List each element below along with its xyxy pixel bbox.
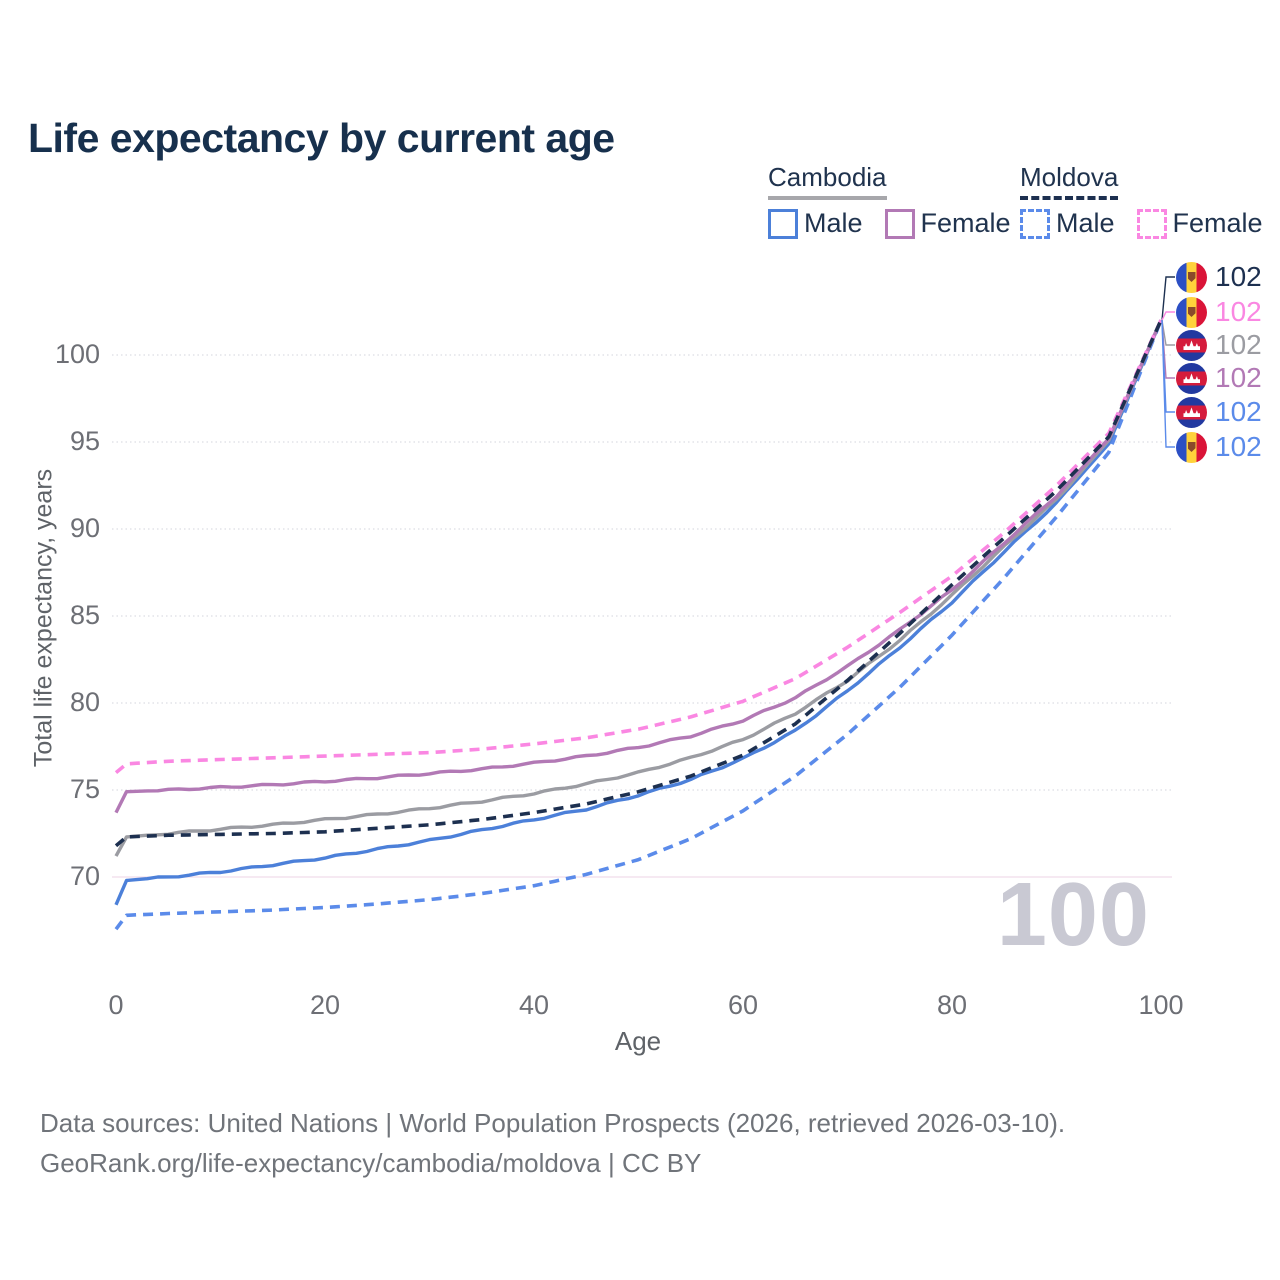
y-tick-label-80: 80 — [69, 687, 100, 717]
endpoint-value: 102 — [1215, 296, 1262, 327]
y-tick-label-70: 70 — [69, 861, 100, 891]
x-tick-label-60: 60 — [727, 990, 759, 1020]
y-tick-label-95: 95 — [69, 426, 100, 456]
endpoint-label-row-1: 102 — [1176, 296, 1262, 328]
legend-chip-moldova-female[interactable] — [1136, 208, 1167, 239]
endpoint-label-row-0: 102 — [1176, 261, 1262, 293]
cambodia-flag-icon — [1176, 396, 1207, 428]
x-tick-label-40: 40 — [518, 990, 550, 1020]
series-line-moldova-male — [114, 319, 1163, 931]
series-line-moldova-female — [114, 319, 1163, 774]
x-tick-label-20: 20 — [309, 990, 341, 1020]
moldova-flag-icon — [1176, 431, 1207, 463]
x-tick-label-0: 0 — [108, 990, 124, 1020]
endpoint-label-row-3: 102 — [1176, 362, 1262, 394]
endpoint-value: 102 — [1215, 431, 1262, 462]
y-tick-label-100: 100 — [54, 339, 100, 369]
legend-label-moldova-male[interactable]: Male — [1056, 208, 1115, 238]
series-line-cambodia-female — [114, 319, 1163, 814]
series-line-moldova-both — [114, 319, 1163, 848]
chart-title: Life expectancy by current age — [28, 115, 615, 162]
legend-label-moldova-female[interactable]: Female — [1172, 208, 1263, 238]
endpoint-label-row-5: 102 — [1176, 431, 1262, 463]
x-tick-label-100: 100 — [1138, 990, 1184, 1020]
x-axis-title: Age — [614, 1026, 662, 1056]
legend-chips-cambodia: Male Female — [768, 208, 1033, 239]
moldova-flag-icon — [1176, 296, 1207, 328]
endpoint-value: 102 — [1215, 261, 1262, 292]
legend-label-cambodia-female[interactable]: Female — [920, 208, 1011, 238]
legend-chip-cambodia-female[interactable] — [884, 208, 915, 239]
cambodia-flag-icon — [1176, 362, 1207, 394]
endpoint-value: 102 — [1215, 396, 1262, 427]
legend-country-moldova[interactable]: Moldova — [1020, 162, 1119, 200]
legend-chip-moldova-male[interactable] — [1020, 208, 1050, 239]
age-frame-watermark: 100 — [996, 865, 1150, 965]
y-tick-label-85: 85 — [69, 600, 100, 630]
endpoint-value: 102 — [1215, 329, 1262, 360]
legend-group-cambodia: Cambodia Male Female — [768, 162, 1033, 239]
y-tick-label-75: 75 — [69, 774, 100, 804]
legend-chip-cambodia-male[interactable] — [768, 208, 798, 239]
footer-attribution: GeoRank.org/life-expectancy/cambodia/mol… — [40, 1148, 702, 1178]
endpoint-connector-0 — [1161, 276, 1175, 321]
series-line-cambodia-male — [114, 319, 1163, 906]
cambodia-flag-icon — [1176, 329, 1207, 361]
endpoint-connector-5 — [1161, 320, 1175, 448]
legend-label-cambodia-male[interactable]: Male — [804, 208, 863, 238]
y-tick-label-90: 90 — [69, 513, 100, 543]
legend-group-moldova: Moldova Male Female — [1020, 162, 1280, 239]
endpoint-connector-2 — [1161, 320, 1175, 346]
series-line-cambodia-both — [114, 319, 1163, 857]
footer-data-sources: Data sources: United Nations | World Pop… — [40, 1108, 1066, 1138]
legend-chips-moldova: Male Female — [1020, 208, 1280, 239]
endpoint-connector-1 — [1161, 311, 1175, 321]
moldova-flag-icon — [1176, 261, 1207, 293]
endpoint-label-row-4: 102 — [1176, 396, 1262, 428]
x-tick-label-80: 80 — [936, 990, 968, 1020]
endpoint-label-row-2: 102 — [1176, 329, 1262, 361]
legend-country-cambodia[interactable]: Cambodia — [768, 162, 887, 200]
endpoint-value: 102 — [1215, 362, 1262, 393]
